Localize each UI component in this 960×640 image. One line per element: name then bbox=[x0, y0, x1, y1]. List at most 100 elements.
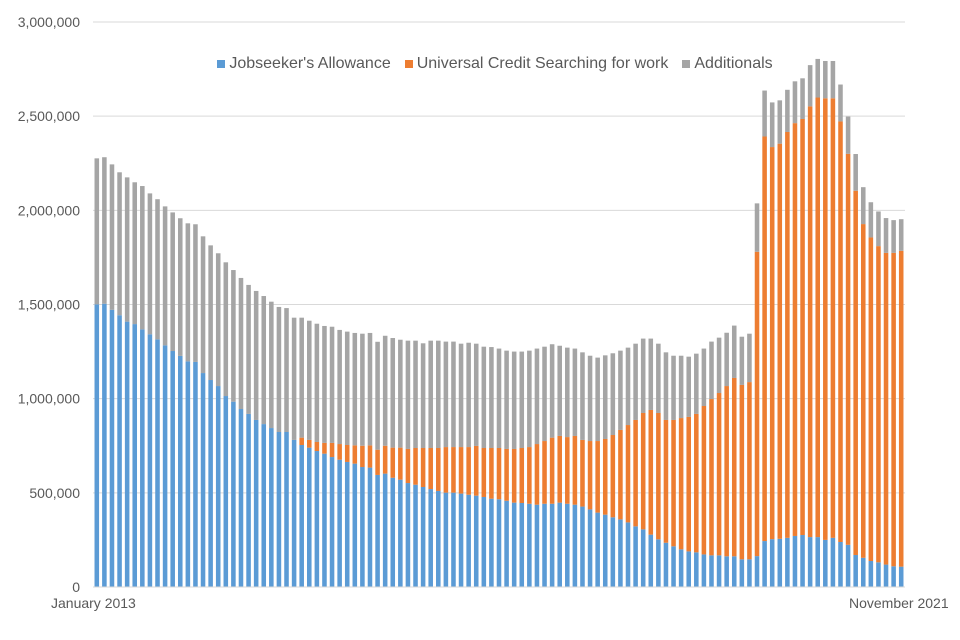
y-tick-label: 2,000,000 bbox=[18, 202, 80, 218]
bar-jsa bbox=[94, 304, 100, 587]
bar-universal-credit bbox=[344, 444, 350, 462]
bar-universal-credit bbox=[618, 429, 623, 520]
bar-jsa bbox=[542, 503, 547, 587]
bar-jsa bbox=[344, 461, 350, 587]
bar-additionals bbox=[860, 187, 866, 225]
bar-additionals bbox=[823, 60, 828, 99]
bar-universal-credit bbox=[382, 445, 388, 474]
bar-additionals bbox=[147, 193, 153, 335]
legend-swatch-jsa bbox=[217, 60, 226, 68]
bar-jsa bbox=[815, 537, 821, 587]
bar-universal-credit bbox=[322, 442, 327, 454]
bar-additionals bbox=[405, 340, 411, 449]
bar-jsa bbox=[663, 542, 669, 587]
bar-additionals bbox=[747, 333, 752, 383]
bar-jsa bbox=[823, 539, 828, 587]
bar-jsa bbox=[709, 555, 714, 587]
bar-jsa bbox=[610, 517, 616, 587]
bar-universal-credit bbox=[747, 382, 752, 560]
bar-additionals bbox=[413, 340, 418, 449]
bar-universal-credit bbox=[838, 121, 843, 542]
bar-universal-credit bbox=[511, 448, 517, 503]
bar-jsa bbox=[625, 522, 631, 587]
bar-jsa bbox=[473, 495, 479, 587]
bar-jsa bbox=[694, 552, 699, 587]
bar-additionals bbox=[891, 220, 896, 253]
bar-additionals bbox=[694, 353, 699, 414]
bar-jsa bbox=[200, 373, 206, 587]
bar-universal-credit bbox=[466, 447, 471, 495]
bar-jsa bbox=[398, 479, 403, 587]
bar-jsa bbox=[291, 439, 297, 587]
bar-jsa bbox=[701, 554, 707, 587]
bar-universal-credit bbox=[625, 425, 631, 523]
bar-universal-credit bbox=[891, 252, 896, 567]
bar-jsa bbox=[891, 566, 896, 587]
bar-additionals bbox=[337, 329, 342, 445]
bar-jsa bbox=[587, 509, 593, 587]
bar-additionals bbox=[731, 325, 737, 378]
bar-universal-credit bbox=[565, 437, 570, 504]
bar-additionals bbox=[246, 284, 251, 414]
legend-swatch-uc bbox=[404, 60, 413, 68]
bar-jsa bbox=[177, 355, 183, 587]
bar-additionals bbox=[489, 347, 494, 449]
bar-additionals bbox=[724, 332, 729, 387]
bar-additionals bbox=[762, 90, 767, 137]
bar-jsa bbox=[716, 555, 722, 587]
bar-additionals bbox=[352, 332, 358, 446]
y-tick-label: 0 bbox=[72, 579, 80, 595]
bar-jsa bbox=[868, 561, 874, 587]
bar-universal-credit bbox=[436, 448, 441, 491]
bar-additionals bbox=[458, 343, 464, 448]
bar-additionals bbox=[572, 348, 578, 436]
legend-label-jsa: Jobseeker's Allowance bbox=[229, 55, 391, 72]
bar-jsa bbox=[648, 534, 654, 587]
bar-universal-credit bbox=[800, 118, 805, 536]
bar-additionals bbox=[451, 341, 456, 448]
legend-label-additionals: Additionals bbox=[694, 55, 773, 72]
bar-additionals bbox=[322, 325, 327, 443]
y-axis-tick-labels: 0 500,000 1,000,000 1,500,000 2,000,000 2,500… bbox=[18, 14, 81, 595]
bar-jsa bbox=[731, 556, 737, 587]
bar-additionals bbox=[124, 177, 130, 322]
bar-additionals bbox=[868, 202, 874, 238]
bar-universal-credit bbox=[329, 442, 335, 458]
y-tick-label: 1,000,000 bbox=[18, 391, 80, 407]
bar-universal-credit bbox=[807, 106, 813, 538]
bar-additionals bbox=[807, 65, 813, 107]
bar-jsa bbox=[511, 502, 517, 587]
bar-jsa bbox=[102, 303, 107, 587]
bar-additionals bbox=[375, 341, 380, 450]
bar-universal-credit bbox=[572, 435, 578, 505]
bar-additionals bbox=[504, 350, 509, 449]
legend-item-uc: Universal Credit Searching for work bbox=[404, 55, 668, 73]
bar-jsa bbox=[314, 451, 320, 587]
bar-additionals bbox=[648, 338, 654, 410]
bar-universal-credit bbox=[754, 251, 760, 557]
bar-jsa bbox=[443, 492, 449, 587]
bar-jsa bbox=[785, 537, 790, 587]
bar-jsa bbox=[162, 345, 168, 587]
bar-jsa bbox=[284, 432, 289, 587]
bar-jsa bbox=[519, 503, 525, 587]
bar-jsa bbox=[853, 554, 858, 587]
bar-jsa bbox=[261, 424, 267, 587]
bar-universal-credit bbox=[542, 441, 547, 504]
bar-additionals bbox=[557, 345, 562, 436]
bar-additionals bbox=[496, 348, 502, 449]
bar-jsa bbox=[140, 329, 145, 587]
bar-jsa bbox=[382, 473, 388, 587]
bar-universal-credit bbox=[883, 252, 889, 565]
bar-jsa bbox=[170, 351, 175, 587]
bar-universal-credit bbox=[769, 147, 775, 540]
bar-jsa bbox=[238, 409, 244, 587]
bar-jsa bbox=[307, 447, 312, 587]
bar-additionals bbox=[633, 343, 638, 420]
bar-jsa bbox=[830, 537, 836, 587]
bar-universal-credit bbox=[663, 419, 669, 543]
bar-jsa bbox=[838, 541, 843, 587]
bar-universal-credit bbox=[898, 250, 904, 567]
bar-universal-credit bbox=[868, 237, 874, 562]
bar-additionals bbox=[102, 157, 107, 304]
